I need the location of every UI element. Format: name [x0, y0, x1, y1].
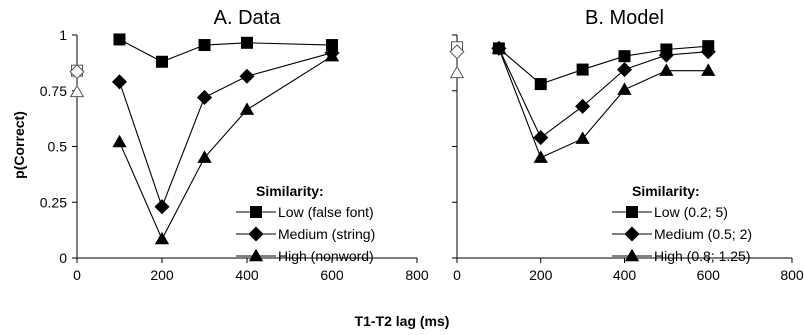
panel-b-series-2-point [533, 150, 548, 163]
panel-b-legend-item: Low (0.2; 5) [654, 204, 728, 220]
panel-b-legend-item: High (0.8; 1.25) [654, 248, 751, 264]
panel-a-baseline-triangle-marker [69, 84, 85, 98]
panel-a-series-1-point [239, 68, 255, 84]
panel-b-series-1-point [658, 47, 674, 63]
panel-b-x-tick-label: 600 [697, 267, 721, 283]
panel-a-series-1-point [154, 199, 170, 215]
panel-a-series-0-point [156, 55, 168, 68]
panel-b-legend-item: Medium (0.5; 2) [654, 226, 752, 242]
panel-b-legend-marker [626, 206, 638, 218]
panel-a-series-0-point [241, 36, 253, 49]
panel-b-series-2-point [575, 131, 590, 144]
panel-b-series-0-point [618, 50, 631, 63]
panel-b-series-1-point [700, 44, 716, 60]
panel-a-data-chart: A. Data 0 0.25 0.5 0.75 1 0 200 400 600 800 Similar… [40, 7, 429, 283]
panel-a-series-2-point [197, 150, 212, 163]
panel-b-series-0-point [576, 63, 589, 76]
panel-a-y-tick-label: 0.25 [40, 194, 67, 210]
y-axis-label: p(Correct) [11, 111, 27, 179]
panel-b-baseline-triangle-marker [449, 65, 465, 79]
panel-b-series-2-point [617, 82, 632, 95]
panel-a-series-2-point [112, 134, 127, 148]
panel-a-legend-marker [250, 206, 262, 218]
panel-b-series-2-point [701, 63, 716, 76]
panel-a-x-tick-label: 600 [320, 267, 344, 283]
panel-a-x-tick-label: 400 [235, 267, 259, 283]
panel-b-x-tick-label: 400 [613, 267, 637, 283]
panel-b-x-tick-label: 0 [453, 267, 461, 283]
panel-b-series-2-point [659, 63, 674, 76]
panel-b-series-1-point [575, 98, 591, 114]
panel-b-x-tick-label: 800 [780, 267, 804, 283]
panel-a-series-2-point [324, 48, 340, 62]
panel-a-series-0-line [119, 38, 333, 63]
panel-b-title: B. Model [585, 7, 664, 29]
panel-b-legend-marker [624, 248, 640, 262]
panel-a-x-tick-label: 200 [150, 267, 174, 283]
panel-a-legend-item: Low (false font) [278, 204, 374, 220]
panel-a-x-tick-label: 800 [405, 267, 429, 283]
panel-a-title: A. Data [214, 7, 282, 29]
panel-b-series-2-line [498, 48, 709, 159]
x-axis-label: T1-T2 lag (ms) [355, 313, 450, 329]
panel-b-series-1-point [616, 62, 633, 78]
panel-a-series-0-point [198, 39, 211, 52]
panel-b-series-0-point [534, 78, 547, 91]
panel-a-series-2-point [154, 231, 170, 245]
panel-a-series-1-point [196, 89, 213, 105]
panel-a-x-tick-label: 0 [73, 267, 81, 283]
panel-a-legend-item: High (nonword) [278, 248, 374, 264]
panel-a-y-tick-label: 0.75 [40, 83, 67, 99]
panel-b-series-1-point [533, 130, 549, 146]
panel-b-legend-title: Similarity: [632, 183, 700, 199]
panel-a-legend-marker [248, 248, 264, 262]
panel-a-series-2-point [239, 102, 255, 115]
panel-a-baseline-diamond-marker [69, 64, 85, 80]
panel-b-baseline-diamond-marker [449, 44, 465, 60]
panel-b-series-2-point [491, 41, 507, 54]
panel-a-legend-marker [248, 226, 264, 242]
panel-a-legend-item: Medium (string) [278, 226, 375, 242]
panel-b-model-chart: B. Model 0 200 400 600 800 Similarity: Low (0.2… [449, 7, 804, 283]
panel-a-y-tick-label: 1 [59, 27, 67, 43]
panel-b-x-tick-label: 200 [529, 267, 553, 283]
panel-b-legend-marker [624, 226, 640, 242]
panel-a-legend-title: Similarity: [256, 183, 324, 199]
panel-a-series-1-point [111, 74, 128, 90]
panel-b-series-1-line [498, 48, 709, 139]
panel-b-series-0-line [498, 45, 709, 85]
panel-a-y-tick-label: 0.5 [48, 139, 68, 155]
panel-a-series-0-point [113, 33, 126, 46]
panel-a-y-tick-label: 0 [59, 250, 67, 266]
